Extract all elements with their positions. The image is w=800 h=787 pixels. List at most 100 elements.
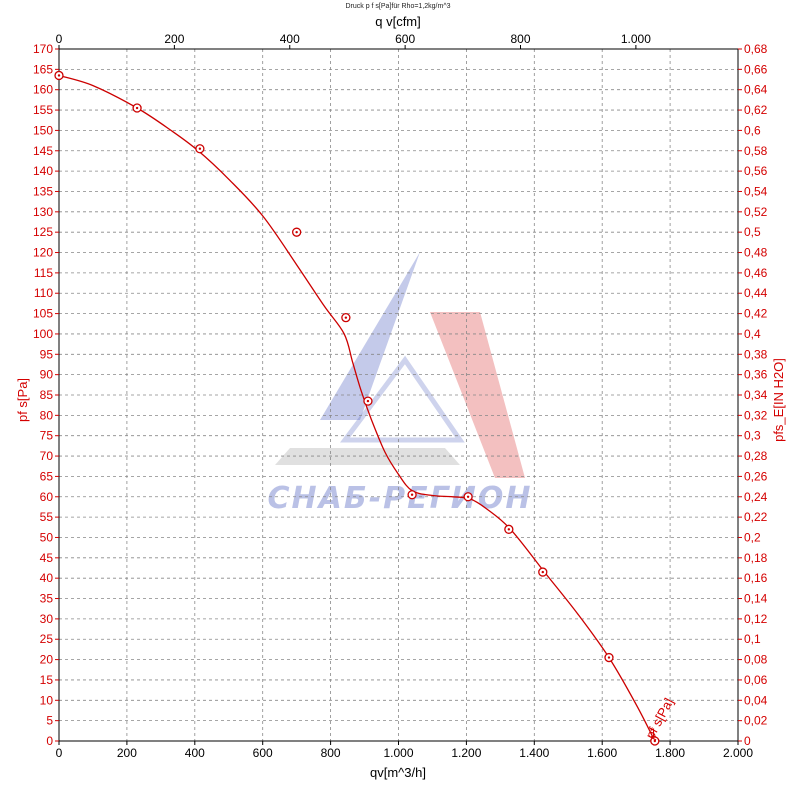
y-tick-label: 165	[33, 62, 53, 76]
y2-axis-label: pfs_E[IN H2O]	[771, 358, 786, 442]
y2-tick-label: 0,34	[744, 388, 768, 402]
y2-tick-label: 0,26	[744, 469, 768, 483]
x-tick-label: 1.200	[451, 746, 481, 760]
y-tick-label: 60	[40, 490, 54, 504]
x-tick-label: 2.000	[723, 746, 753, 760]
y-tick-label: 100	[33, 327, 53, 341]
y-tick-label: 70	[40, 449, 54, 463]
grid-lines	[59, 49, 738, 741]
y-tick-label: 85	[40, 388, 54, 402]
y-tick-label: 65	[40, 469, 54, 483]
y2-tick-label: 0,14	[744, 592, 768, 606]
y-tick-label: 95	[40, 347, 54, 361]
y2-tick-label: 0,08	[744, 653, 768, 667]
x2-tick-label: 800	[510, 32, 530, 46]
x-tick-label: 1.600	[587, 746, 617, 760]
curve-marker	[363, 396, 373, 406]
curve-marker	[538, 567, 548, 577]
y2-tick-label: 0,2	[744, 530, 761, 544]
y-tick-label: 35	[40, 592, 54, 606]
y-tick-label: 140	[33, 164, 53, 178]
y2-axis-ticks: 0 0,02 0,04 0,06 0,08 0,1 0,12 0,14 0,16 0,18 0,2 0…	[738, 42, 768, 748]
x-tick-label: 1.800	[655, 746, 685, 760]
curve-label: pf s[Pa]	[642, 695, 676, 741]
y-tick-label: 25	[40, 632, 54, 646]
y-tick-label: 135	[33, 184, 53, 198]
y-tick-label: 150	[33, 123, 53, 137]
y-tick-label: 40	[40, 571, 54, 585]
y2-tick-label: 0,06	[744, 673, 768, 687]
x2-tick-label: 0	[56, 32, 63, 46]
watermark-logo: СНАБ-РЕГИОН	[268, 252, 533, 516]
x2-tick-label: 600	[395, 32, 415, 46]
y2-tick-label: 0,16	[744, 571, 768, 585]
x-tick-label: 1.000	[383, 746, 413, 760]
x-tick-label: 400	[185, 746, 205, 760]
y2-tick-label: 0,32	[744, 408, 768, 422]
y2-tick-label: 0,64	[744, 83, 768, 97]
y-tick-label: 10	[40, 693, 54, 707]
x-tick-label: 0	[56, 746, 63, 760]
y-tick-label: 50	[40, 530, 54, 544]
x2-axis-ticks: 0 200 400 600 800 1.000	[56, 32, 651, 49]
y2-tick-label: 0,6	[744, 123, 761, 137]
y-tick-label: 115	[34, 266, 53, 280]
curve-marker	[650, 736, 660, 746]
y2-tick-label: 0,48	[744, 246, 768, 260]
curve-marker	[341, 313, 351, 323]
y-tick-label: 120	[33, 246, 53, 260]
y2-tick-label: 0,5	[744, 225, 761, 239]
y-tick-label: 0	[46, 734, 53, 748]
curve-marker	[132, 103, 142, 113]
y-axis-label: pf s[Pa]	[15, 378, 30, 422]
y2-tick-label: 0,24	[744, 490, 768, 504]
curve-markers	[54, 70, 660, 746]
x-tick-label: 200	[117, 746, 137, 760]
x-axis-ticks: 0 200 400 600 800 1.000 1.200 1.400 1.600 1.800 2.…	[56, 741, 753, 760]
watermark-inner-triangle	[340, 355, 465, 443]
watermark-text: СНАБ-РЕГИОН	[268, 481, 533, 516]
curve-marker	[195, 144, 205, 154]
curve-marker	[463, 492, 473, 502]
x2-tick-label: 1.000	[621, 32, 651, 46]
watermark-gray-base	[275, 448, 460, 465]
y2-tick-label: 0,42	[744, 307, 768, 321]
y-tick-label: 125	[33, 225, 53, 239]
y-tick-label: 170	[33, 42, 53, 56]
chart-title: Druck p f s[Pa]für Rho=1,2kg/m^3	[345, 3, 450, 10]
y2-tick-label: 0,44	[744, 286, 768, 300]
y-axis-ticks: 0 5 10 15 20 25 30 35 40 45 50 55 60 65 70 75 80 85 90 95 10…	[33, 42, 59, 748]
x-tick-label: 800	[321, 746, 341, 760]
y2-tick-label: 0,22	[744, 510, 768, 524]
y2-tick-label: 0,66	[744, 62, 768, 76]
y-tick-label: 130	[33, 205, 53, 219]
y2-tick-label: 0,1	[744, 632, 761, 646]
y2-tick-label: 0,62	[744, 103, 768, 117]
curve-marker	[54, 70, 64, 81]
x2-tick-label: 200	[164, 32, 184, 46]
y-tick-label: 55	[40, 510, 54, 524]
y2-tick-label: 0,38	[744, 347, 768, 361]
watermark-blue-wing	[320, 252, 420, 420]
y2-tick-label: 0,54	[744, 184, 768, 198]
x2-tick-label: 400	[280, 32, 300, 46]
y2-tick-label: 0,18	[744, 551, 768, 565]
watermark-red-wing	[430, 312, 525, 478]
y2-tick-label: 0,68	[744, 42, 768, 56]
y-tick-label: 110	[34, 286, 53, 300]
y2-tick-label: 0,58	[744, 144, 768, 158]
curve-marker	[291, 227, 302, 237]
y-tick-label: 105	[33, 307, 53, 321]
y-tick-label: 90	[40, 368, 54, 382]
y2-tick-label: 0,52	[744, 205, 768, 219]
y-tick-label: 155	[33, 103, 53, 117]
y-tick-label: 5	[46, 714, 53, 728]
y-tick-label: 20	[40, 653, 54, 667]
y-tick-label: 80	[40, 408, 54, 422]
y2-tick-label: 0,28	[744, 449, 768, 463]
y-tick-label: 30	[40, 612, 54, 626]
x-axis-label: qv[m^3/h]	[370, 765, 426, 780]
y2-tick-label: 0,56	[744, 164, 768, 178]
y-tick-label: 15	[40, 673, 54, 687]
